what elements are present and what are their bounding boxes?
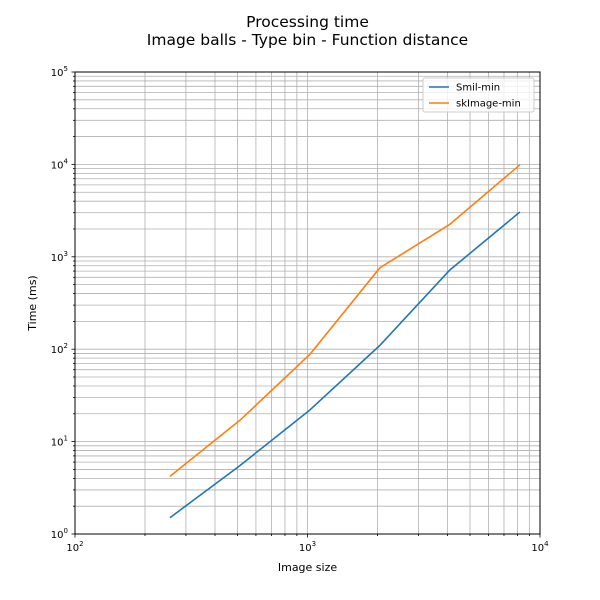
series-line-smil-min: [169, 211, 521, 519]
y-tick-label: 103: [51, 250, 68, 264]
y-tick-label: 100: [51, 527, 68, 541]
y-axis-label: Time (ms): [26, 275, 39, 331]
x-axis-label: Image size: [278, 561, 338, 574]
tick-label-exponent: 2: [64, 342, 68, 350]
tick-label-base: 10: [51, 438, 64, 449]
grid-lines: [74, 72, 540, 535]
legend-label: skImage-min: [456, 99, 521, 110]
tick-label-base: 10: [51, 160, 64, 171]
tick-label-exponent: 3: [64, 250, 68, 258]
tick-label-exponent: 1: [64, 435, 68, 443]
legend: Smil-min skImage-min: [422, 77, 535, 113]
tick-label-base: 10: [51, 530, 64, 541]
series-line-skimage-min: [169, 164, 521, 478]
x-tick-label: 102: [66, 540, 83, 554]
y-tick-label: 104: [51, 157, 69, 171]
tick-label-exponent: 5: [64, 65, 68, 73]
tick-label-exponent: 4: [544, 540, 549, 548]
tick-label-base: 10: [51, 68, 64, 79]
chart-subtitle-line: Image balls - Type bin - Function distan…: [146, 31, 469, 49]
axis-labels: Image size Time (ms): [26, 275, 337, 574]
tick-label-base: 10: [299, 543, 312, 554]
chart-title-line: Processing time: [246, 13, 369, 31]
chart-title: Processing time Image balls - Type bin -…: [0, 13, 600, 49]
y-tick-label: 102: [51, 342, 68, 356]
y-tick-label: 105: [51, 65, 68, 79]
tick-label-exponent: 4: [64, 157, 69, 165]
tick-label-exponent: 2: [79, 540, 83, 548]
y-tick-label: 101: [51, 435, 68, 449]
tick-label-base: 10: [51, 345, 64, 356]
series-lines: [169, 164, 521, 519]
legend-box: [422, 77, 535, 113]
tick-label-base: 10: [531, 543, 544, 554]
x-tick-label: 104: [531, 540, 549, 554]
tick-label-base: 10: [66, 543, 79, 554]
tick-label-base: 10: [51, 253, 64, 264]
legend-label: Smil-min: [456, 83, 500, 94]
tick-label-exponent: 0: [64, 527, 68, 535]
tick-label-exponent: 3: [312, 540, 316, 548]
x-tick-label: 103: [299, 540, 316, 554]
